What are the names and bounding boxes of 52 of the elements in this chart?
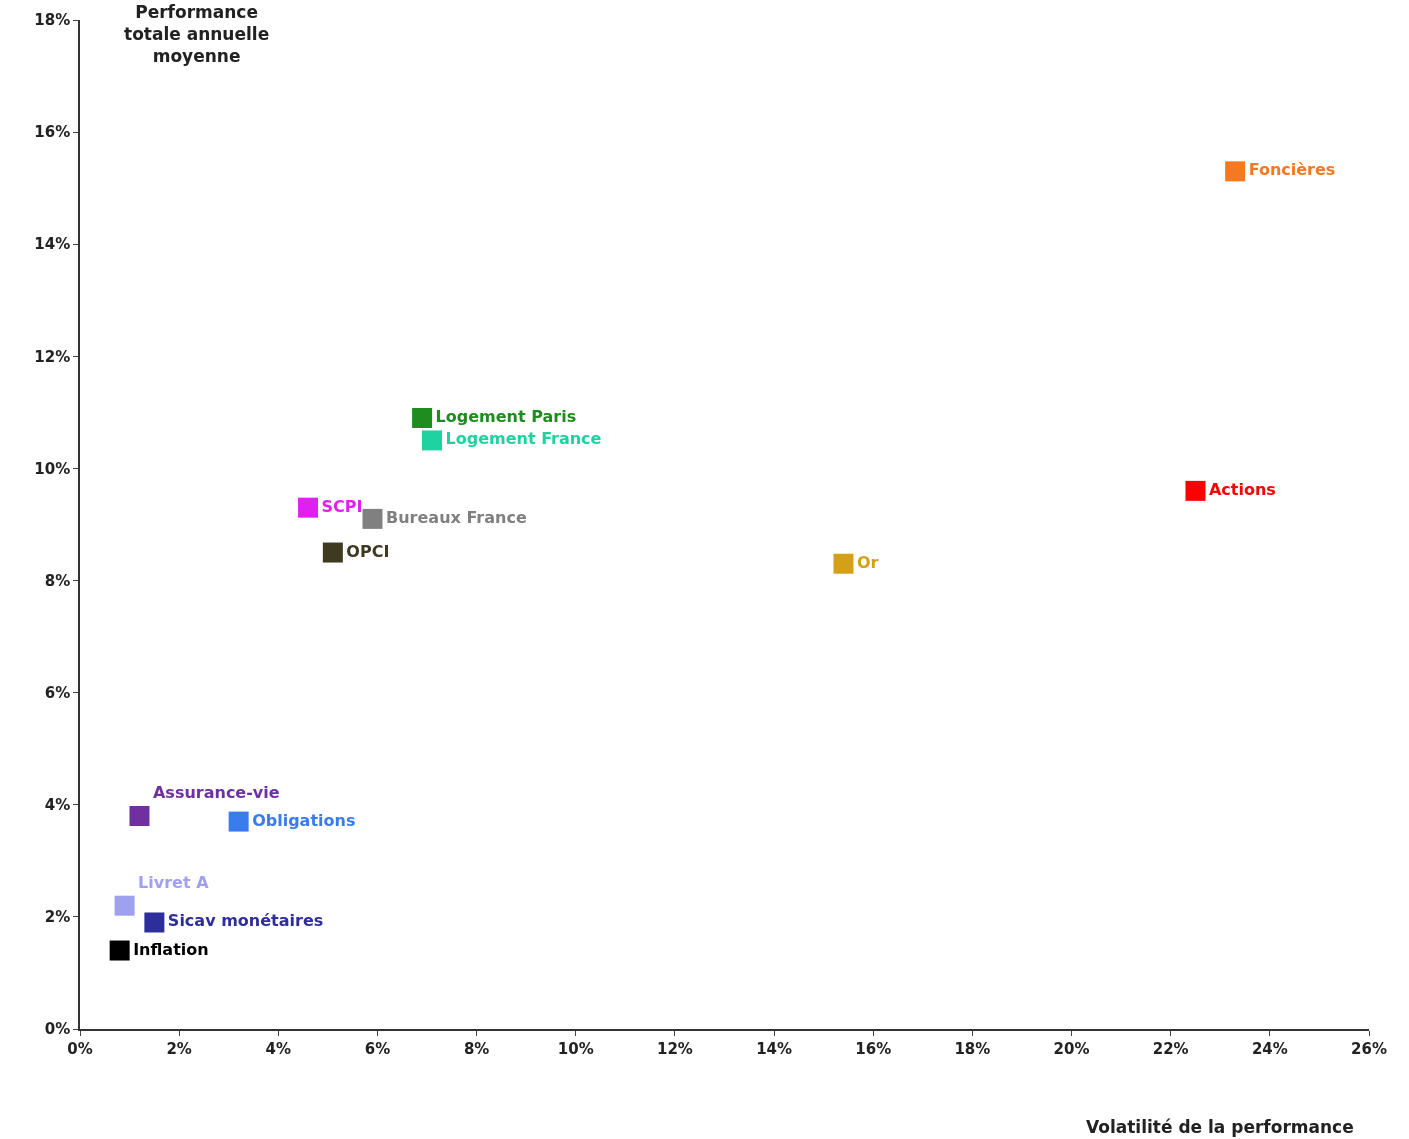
x-tick-label: 14% — [756, 1039, 793, 1058]
y-tick-label: 6% — [44, 683, 71, 702]
series-label: Logement Paris — [435, 406, 577, 426]
point — [109, 940, 130, 961]
point — [1185, 480, 1206, 501]
x-tick-label: 26% — [1351, 1039, 1387, 1058]
x-tick-label: 0% — [67, 1039, 93, 1058]
x-tick-label: 18% — [954, 1039, 991, 1058]
point — [114, 895, 135, 916]
y-tick-label: 16% — [34, 123, 71, 142]
point — [833, 553, 854, 574]
series-label: Actions — [1208, 479, 1276, 499]
x-tick-label: 4% — [265, 1039, 292, 1058]
point — [422, 430, 442, 451]
series-label: Foncières — [1248, 160, 1336, 180]
x-tick-label: 6% — [364, 1039, 391, 1058]
y-tick-label: 10% — [34, 459, 71, 478]
point — [1225, 161, 1246, 182]
x-tick-label: 8% — [463, 1039, 490, 1058]
point — [228, 811, 249, 832]
point — [298, 497, 319, 518]
point — [412, 407, 433, 428]
series-label: OPCI — [346, 541, 390, 561]
point — [144, 912, 165, 933]
series-label: Inflation — [133, 939, 209, 959]
y-tick-label: 2% — [44, 908, 71, 927]
series-label: Sicav monétaires — [167, 911, 324, 931]
x-tick-label: 16% — [855, 1039, 892, 1058]
y-tick-label: 14% — [34, 235, 71, 254]
series-label: Logement France — [445, 429, 602, 449]
x-tick-label: 10% — [557, 1039, 594, 1058]
y-tick-label: 12% — [34, 347, 71, 366]
y-tick-label: 4% — [44, 796, 71, 815]
x-tick-label: 12% — [656, 1039, 693, 1058]
series-label: Or — [856, 552, 879, 572]
x-tick-label: 2% — [166, 1039, 192, 1058]
y-tick-label: 8% — [44, 571, 71, 590]
x-axis-title: Volatilité de la performance — [1086, 1117, 1354, 1137]
series-label: Obligations — [252, 810, 356, 830]
series-label: Bureaux France — [386, 507, 527, 527]
y-tick-label: 0% — [44, 1020, 71, 1039]
series-label: SCPI — [321, 496, 363, 516]
x-tick-label: 20% — [1053, 1039, 1090, 1058]
y-tick-label: 18% — [34, 11, 71, 30]
y-axis-title: Performance totale annuelle moyenne — [124, 2, 270, 67]
series-label: Livret A — [138, 873, 210, 893]
point — [362, 508, 383, 529]
x-tick-label: 24% — [1251, 1039, 1288, 1058]
series-label: Assurance-vie — [152, 783, 280, 803]
point — [322, 542, 343, 563]
x-tick-label: 22% — [1152, 1039, 1189, 1058]
point — [129, 805, 150, 826]
